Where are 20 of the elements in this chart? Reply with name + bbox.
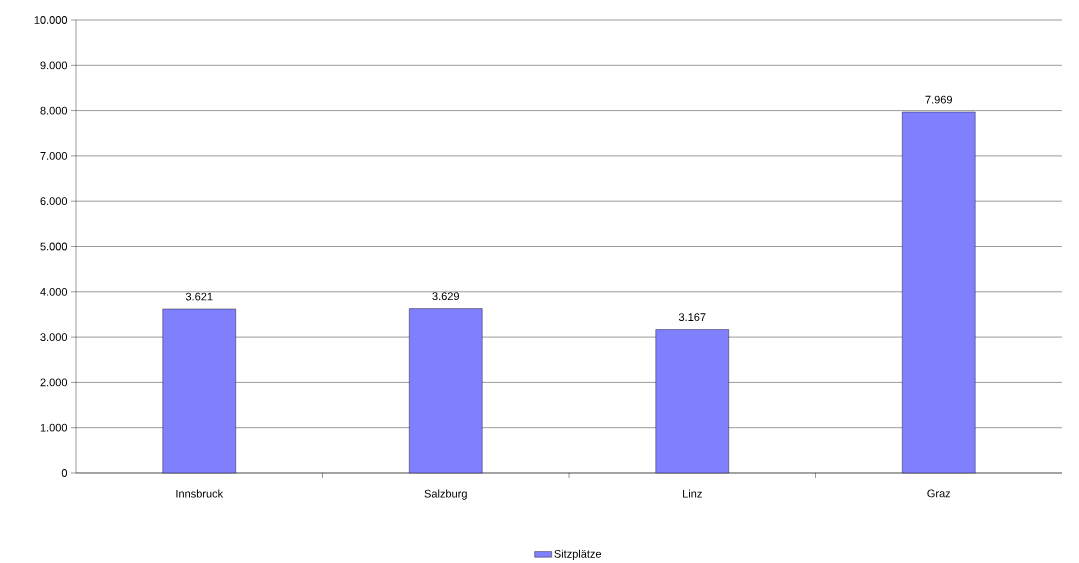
y-tick-label: 4.000 (40, 287, 68, 296)
legend-label: Sitzplätze (554, 549, 602, 560)
y-tick-label: 10.000 (34, 16, 68, 24)
y-tick-label: 0 (61, 469, 68, 477)
data-label: 3.167 (678, 313, 706, 321)
y-tick-label: 8.000 (40, 106, 68, 115)
y-tick-label: 6.000 (40, 197, 68, 206)
x-tick-label: Graz (927, 489, 951, 498)
y-tick-label: 9.000 (40, 61, 68, 70)
y-tick-label: 1.000 (40, 423, 68, 432)
y-tick-label: 2.000 (40, 378, 68, 387)
y-tick-label: 5.000 (40, 242, 68, 251)
x-tick-label: Salzburg (424, 489, 467, 500)
x-tick-label: Linz (683, 489, 702, 498)
x-tick-label: Innsbruck (176, 489, 224, 498)
data-label: 7.969 (925, 95, 952, 104)
data-label: 3.621 (185, 292, 213, 301)
y-tick-label: 7.000 (40, 151, 68, 160)
data-label: 3.629 (432, 292, 459, 301)
y-tick-label: 3.000 (40, 333, 68, 341)
